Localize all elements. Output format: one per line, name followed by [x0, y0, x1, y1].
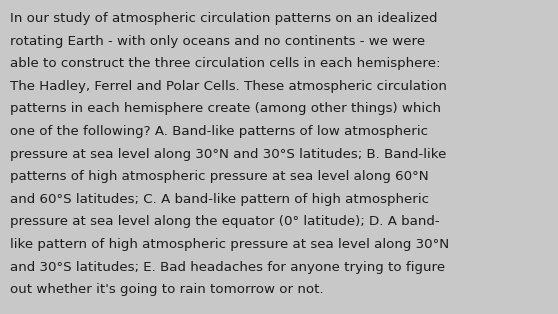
- Text: like pattern of high atmospheric pressure at sea level along 30°N: like pattern of high atmospheric pressur…: [10, 238, 449, 251]
- Text: patterns of high atmospheric pressure at sea level along 60°N: patterns of high atmospheric pressure at…: [10, 170, 429, 183]
- Text: rotating Earth - with only oceans and no continents - we were: rotating Earth - with only oceans and no…: [10, 35, 425, 47]
- Text: pressure at sea level along the equator (0° latitude); D. A band-: pressure at sea level along the equator …: [10, 215, 440, 228]
- Text: patterns in each hemisphere create (among other things) which: patterns in each hemisphere create (amon…: [10, 102, 441, 115]
- Text: one of the following? A. Band-like patterns of low atmospheric: one of the following? A. Band-like patte…: [10, 125, 428, 138]
- Text: and 30°S latitudes; E. Bad headaches for anyone trying to figure: and 30°S latitudes; E. Bad headaches for…: [10, 261, 445, 273]
- Text: In our study of atmospheric circulation patterns on an idealized: In our study of atmospheric circulation …: [10, 12, 437, 25]
- Text: out whether it's going to rain tomorrow or not.: out whether it's going to rain tomorrow …: [10, 283, 324, 296]
- Text: The Hadley, Ferrel and Polar Cells. These atmospheric circulation: The Hadley, Ferrel and Polar Cells. Thes…: [10, 80, 447, 93]
- Text: and 60°S latitudes; C. A band-like pattern of high atmospheric: and 60°S latitudes; C. A band-like patte…: [10, 193, 429, 206]
- Text: pressure at sea level along 30°N and 30°S latitudes; B. Band-like: pressure at sea level along 30°N and 30°…: [10, 148, 446, 160]
- Text: able to construct the three circulation cells in each hemisphere:: able to construct the three circulation …: [10, 57, 441, 70]
